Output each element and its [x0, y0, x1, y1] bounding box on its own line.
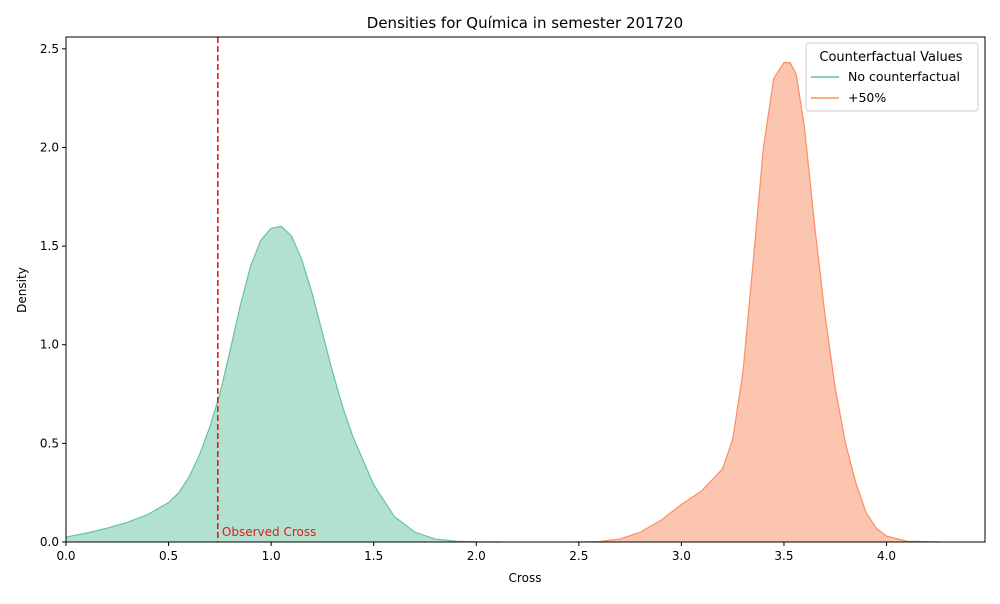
x-tick-label: 1.5 [364, 549, 383, 563]
y-axis: 0.0 0.5 1.0 1.5 2.0 2.5 [40, 42, 66, 549]
x-tick-label: 4.0 [877, 549, 896, 563]
legend-entry-label: No counterfactual [848, 69, 960, 84]
plot-frame [65, 36, 986, 543]
x-tick-label: 2.0 [467, 549, 486, 563]
y-axis-label: Density [15, 267, 29, 313]
y-tick-label: 1.0 [40, 338, 59, 352]
y-tick-label: 1.5 [40, 239, 59, 253]
y-tick-label: 2.5 [40, 42, 59, 56]
x-tick-label: 1.0 [262, 549, 281, 563]
legend: Counterfactual Values No counterfactual +… [805, 42, 979, 112]
legend-title: Counterfactual Values [819, 50, 962, 65]
x-tick-label: 2.5 [569, 549, 588, 563]
x-tick-label: 0.5 [159, 549, 178, 563]
series-area-0 [66, 226, 501, 542]
x-tick-label: 0.0 [56, 549, 75, 563]
density-areas [65, 62, 940, 543]
x-tick-label: 3.5 [774, 549, 793, 563]
legend-box [805, 42, 979, 112]
chart-title: Densities for Química in semester 201720 [367, 14, 683, 32]
x-tick-label: 3.0 [672, 549, 691, 563]
series-area-1 [574, 62, 940, 542]
annotations: Observed Cross [216, 37, 316, 542]
series-line-1 [574, 62, 940, 543]
legend-entry-label: +50% [848, 90, 886, 105]
x-axis-label: Cross [509, 571, 542, 585]
x-axis: 0.0 0.5 1.0 1.5 2.0 2.5 3.0 3.5 4.0 [56, 542, 896, 563]
series-line-0 [65, 225, 501, 543]
y-tick-label: 0.0 [40, 535, 59, 549]
observed-cross-label: Observed Cross [222, 525, 316, 539]
y-tick-label: 0.5 [40, 436, 59, 450]
y-tick-label: 2.0 [40, 140, 59, 154]
